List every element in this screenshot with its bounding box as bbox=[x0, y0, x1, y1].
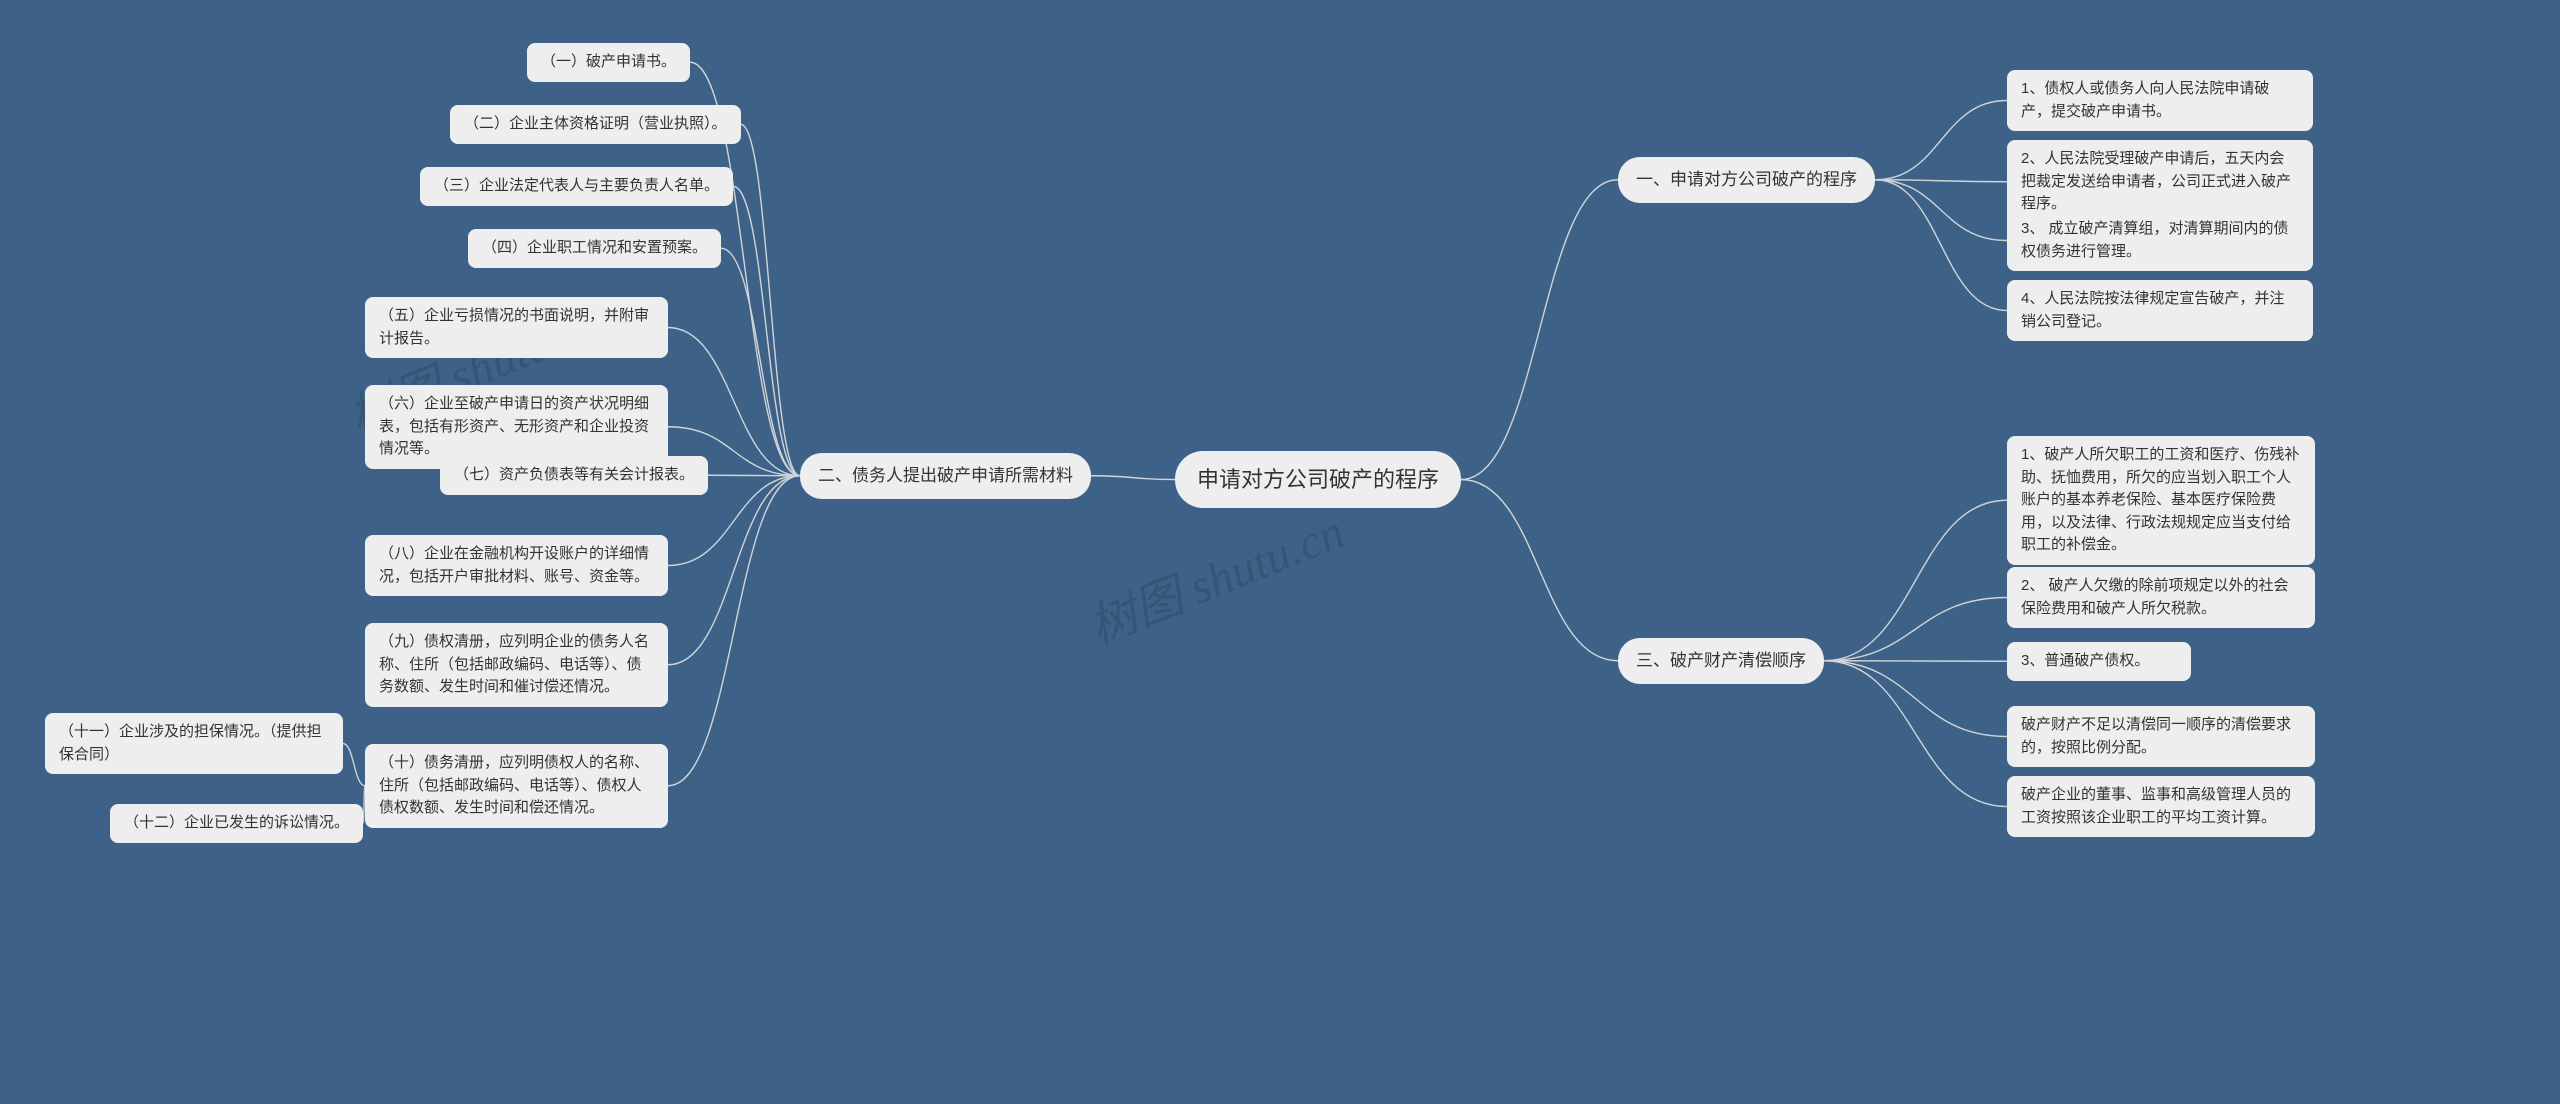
branch-3-leaf-5: 破产企业的董事、监事和高级管理人员的工资按照该企业职工的平均工资计算。 bbox=[2007, 776, 2315, 837]
branch-2-leaf-10: （十）债务清册，应列明债权人的名称、住所（包括邮政编码、电话等）、债权人债权数额… bbox=[365, 744, 668, 828]
branch-2-leaf-1: （一）破产申请书。 bbox=[527, 43, 690, 82]
branch-1-leaf-3: 3、 成立破产清算组，对清算期间内的债权债务进行管理。 bbox=[2007, 210, 2313, 271]
root-node: 申请对方公司破产的程序 bbox=[1175, 451, 1461, 508]
branch-2-leaf-7: （七）资产负债表等有关会计报表。 bbox=[440, 456, 708, 495]
branch-3-leaf-1: 1、破产人所欠职工的工资和医疗、伤残补助、抚恤费用，所欠的应当划入职工个人账户的… bbox=[2007, 436, 2315, 565]
branch-2-leaf-9: （九）债权清册，应列明企业的债务人名称、住所（包括邮政编码、电话等）、债务数额、… bbox=[365, 623, 668, 707]
branch-2-leaf-8: （八）企业在金融机构开设账户的详细情况，包括开户审批材料、账号、资金等。 bbox=[365, 535, 668, 596]
branch-2-leaf-4: （四）企业职工情况和安置预案。 bbox=[468, 229, 721, 268]
branch-3-leaf-2: 2、 破产人欠缴的除前项规定以外的社会保险费用和破产人所欠税款。 bbox=[2007, 567, 2315, 628]
branch-2-leaf-5: （五）企业亏损情况的书面说明，并附审计报告。 bbox=[365, 297, 668, 358]
branch-3-leaf-4: 破产财产不足以清偿同一顺序的清偿要求的，按照比例分配。 bbox=[2007, 706, 2315, 767]
branch-2-leaf-10-sub-1: （十一）企业涉及的担保情况。（提供担保合同） bbox=[45, 713, 343, 774]
watermark-right: 树图 shutu.cn bbox=[1077, 492, 1353, 658]
branch-1-leaf-1: 1、债权人或债务人向人民法院申请破产，提交破产申请书。 bbox=[2007, 70, 2313, 131]
branch-2: 二、债务人提出破产申请所需材料 bbox=[800, 453, 1091, 499]
branch-1: 一、申请对方公司破产的程序 bbox=[1618, 157, 1875, 203]
branch-3: 三、破产财产清偿顺序 bbox=[1618, 638, 1824, 684]
branch-2-leaf-10-sub-2: （十二）企业已发生的诉讼情况。 bbox=[110, 804, 363, 843]
branch-1-leaf-4: 4、人民法院按法律规定宣告破产，并注销公司登记。 bbox=[2007, 280, 2313, 341]
branch-2-leaf-3: （三）企业法定代表人与主要负责人名单。 bbox=[420, 167, 733, 206]
branch-3-leaf-3: 3、普通破产债权。 bbox=[2007, 642, 2191, 681]
branch-2-leaf-2: （二）企业主体资格证明（营业执照）。 bbox=[450, 105, 741, 144]
